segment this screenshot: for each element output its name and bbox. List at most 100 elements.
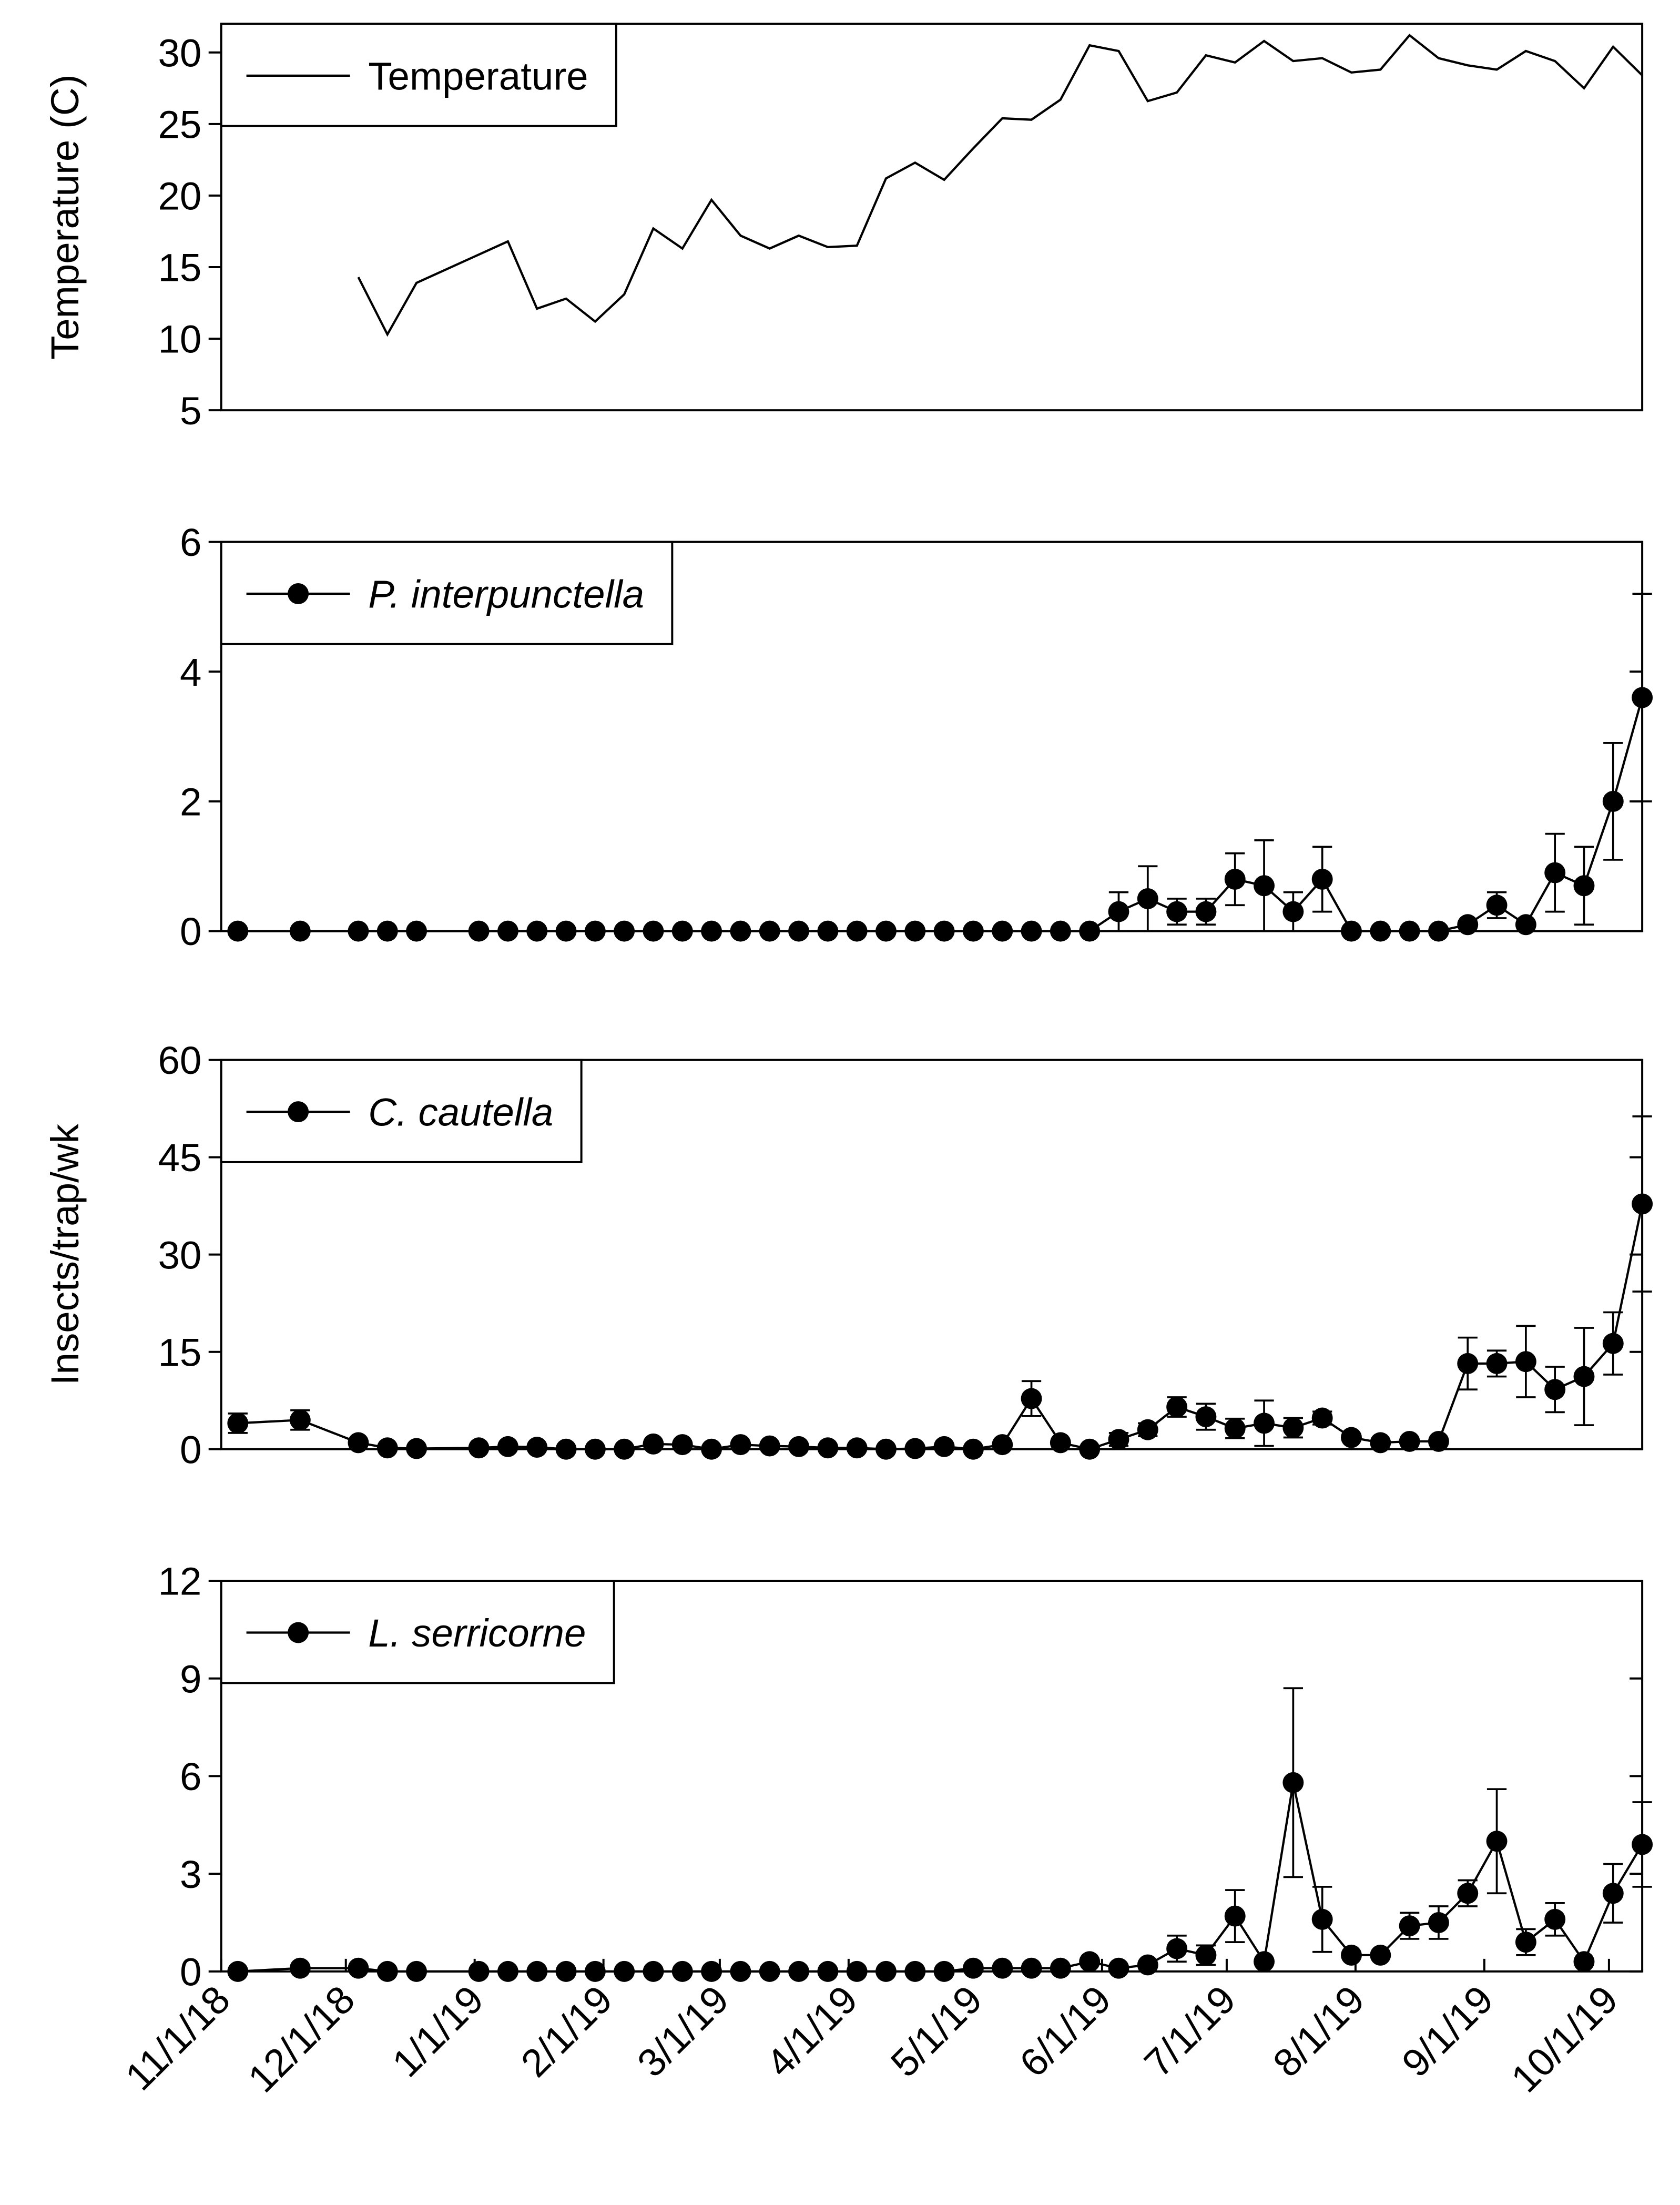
data-point: [1573, 875, 1595, 897]
data-point: [1254, 1413, 1275, 1434]
data-point: [671, 920, 693, 942]
y-tick-label: 12: [158, 1560, 201, 1603]
data-point: [1282, 901, 1304, 922]
y-tick-label: 45: [158, 1136, 201, 1180]
data-point: [348, 1957, 369, 1979]
data-point: [1370, 920, 1391, 942]
data-point: [730, 1960, 751, 1982]
data-point: [817, 1960, 839, 1982]
data-point: [1457, 914, 1479, 936]
x-tick-label: 5/1/19: [882, 1977, 990, 2085]
x-tick-label: 6/1/19: [1011, 1977, 1119, 2085]
data-point: [497, 920, 518, 942]
data-point: [406, 1960, 427, 1982]
data-point: [1108, 1957, 1129, 1979]
data-point: [614, 1960, 635, 1982]
y-tick-label: 6: [180, 521, 201, 564]
data-point: [671, 1434, 693, 1456]
data-point: [759, 920, 780, 942]
data-point: [526, 1437, 548, 1458]
data-point: [376, 1960, 398, 1982]
legend-label: P. interpunctella: [368, 573, 644, 616]
y-tick-label: 30: [158, 1233, 201, 1277]
y-tick-label: 20: [158, 175, 201, 218]
data-point: [1515, 1932, 1536, 1953]
data-point: [1341, 920, 1362, 942]
data-point: [1341, 1427, 1362, 1448]
data-point: [289, 1409, 311, 1431]
data-point: [1050, 1957, 1071, 1979]
data-point: [1311, 868, 1333, 890]
legend-label: L. serricorne: [368, 1611, 586, 1655]
legend-marker: [288, 1101, 309, 1123]
data-point: [1282, 1417, 1304, 1438]
data-point: [1166, 901, 1188, 922]
legend-label: Temperature: [368, 54, 588, 98]
data-point: [289, 1957, 311, 1979]
data-point: [1050, 920, 1071, 942]
x-tick-label: 12/1/18: [240, 1977, 363, 2101]
y-tick-label: 5: [180, 389, 201, 433]
data-point: [875, 1960, 897, 1982]
y-tick-label: 25: [158, 103, 201, 146]
data-point: [788, 1960, 810, 1982]
data-point: [933, 1436, 955, 1457]
data-point: [643, 1433, 664, 1455]
data-point: [468, 920, 490, 942]
data-point: [1224, 868, 1246, 890]
x-tick-label: 7/1/19: [1136, 1977, 1244, 2085]
data-point: [817, 920, 839, 942]
data-point: [1254, 875, 1275, 897]
y-tick-label: 2: [180, 780, 201, 824]
data-point: [1370, 1432, 1391, 1454]
y-tick-label: 15: [158, 1330, 201, 1374]
data-point: [1399, 920, 1420, 942]
y-tick-label: 15: [158, 246, 201, 290]
data-point: [1137, 888, 1158, 909]
data-point: [1602, 1883, 1624, 1904]
x-tick-label: 1/1/19: [384, 1977, 492, 2085]
data-point: [1544, 1379, 1566, 1400]
data-point: [289, 920, 311, 942]
data-point: [497, 1436, 518, 1457]
data-line: [357, 34, 1643, 337]
data-point: [730, 1434, 751, 1456]
data-point: [1311, 1908, 1333, 1930]
data-point: [1428, 1912, 1449, 1933]
data-line: [238, 1782, 1643, 1973]
data-point: [933, 920, 955, 942]
x-tick-label: 3/1/19: [629, 1977, 737, 2085]
data-point: [962, 1438, 984, 1460]
data-point: [584, 1438, 606, 1460]
data-point: [406, 1438, 427, 1459]
y-tick-label: 4: [180, 651, 201, 694]
x-tick-label: 10/1/19: [1503, 1977, 1626, 2101]
data-point: [1544, 1908, 1566, 1930]
data-point: [468, 1437, 490, 1459]
data-point: [555, 1960, 577, 1982]
data-point: [614, 1438, 635, 1460]
x-tick-label: 11/1/18: [117, 1977, 239, 2099]
data-point: [1341, 1944, 1362, 1966]
data-point: [1050, 1432, 1071, 1454]
data-point: [875, 1438, 897, 1460]
data-point: [348, 920, 369, 942]
data-point: [759, 1435, 780, 1457]
data-point: [1515, 1351, 1536, 1373]
data-point: [701, 1438, 722, 1460]
y-tick-label: 9: [180, 1657, 201, 1701]
data-point: [992, 920, 1013, 942]
data-point: [671, 1960, 693, 1982]
data-point: [992, 1957, 1013, 1979]
data-line: [238, 1203, 1644, 1450]
plot-frame: [220, 23, 1644, 412]
data-point: [1021, 920, 1042, 942]
legend-marker: [288, 1622, 309, 1643]
data-point: [846, 1437, 868, 1459]
data-line: [238, 697, 1644, 932]
data-point: [227, 1413, 249, 1434]
data-point: [904, 1438, 926, 1459]
data-point: [1311, 1407, 1333, 1429]
data-point: [1632, 687, 1653, 708]
data-point: [1079, 1438, 1101, 1460]
